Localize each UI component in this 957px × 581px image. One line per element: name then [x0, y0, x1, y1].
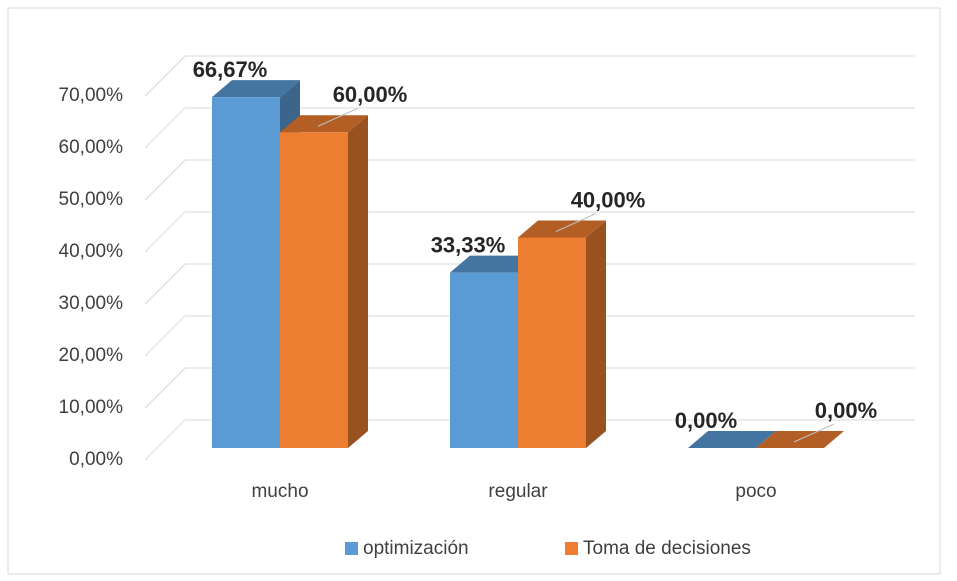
y-tick-label: 50,00%	[59, 189, 124, 210]
bar-front	[450, 272, 518, 448]
grid-line-side	[144, 419, 186, 461]
grid-line-side	[144, 159, 186, 201]
leader-line	[317, 107, 359, 127]
x-tick-label: regular	[488, 481, 548, 502]
grid-line-side	[144, 315, 186, 357]
leader-line	[555, 213, 597, 232]
y-tick-label: 60,00%	[59, 137, 124, 158]
value-label: 0,00%	[815, 398, 877, 423]
bar	[518, 220, 606, 448]
bar-top	[212, 80, 300, 98]
bar-front	[212, 97, 280, 448]
x-tick-label: poco	[735, 481, 776, 502]
bar-top	[450, 255, 538, 273]
grid-line-side	[144, 107, 186, 149]
value-label: 33,33%	[431, 232, 506, 257]
bar-side	[586, 220, 606, 448]
bar-top	[688, 431, 776, 448]
x-tick-label: mucho	[251, 481, 308, 502]
grid-line-side	[144, 211, 186, 253]
grid-line-side	[144, 263, 186, 305]
y-tick-label: 0,00%	[69, 449, 123, 470]
y-tick-label: 10,00%	[59, 397, 124, 418]
y-tick-label: 70,00%	[59, 85, 124, 106]
grid-line-side	[144, 367, 186, 409]
y-tick-label: 40,00%	[59, 241, 124, 262]
bar	[280, 115, 368, 449]
value-label: 0,00%	[675, 408, 737, 433]
legend-label: optimización	[363, 538, 469, 559]
y-tick-label: 20,00%	[59, 345, 124, 366]
legend-swatch	[565, 542, 578, 555]
legend-swatch	[345, 542, 358, 555]
bar	[688, 431, 776, 448]
y-tick-label: 30,00%	[59, 293, 124, 314]
grid-line-side	[144, 55, 186, 97]
bar-front	[280, 132, 348, 449]
bar-front	[518, 237, 586, 448]
value-label: 66,67%	[193, 57, 268, 82]
leader-line	[793, 423, 835, 443]
bar-side	[348, 115, 368, 449]
value-label: 60,00%	[333, 82, 408, 107]
legend-label: Toma de decisiones	[583, 538, 751, 559]
value-label: 40,00%	[571, 187, 646, 212]
